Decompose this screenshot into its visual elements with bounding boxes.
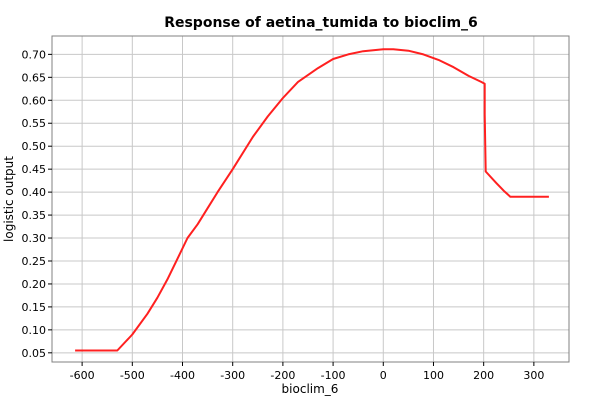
grid-lines bbox=[52, 36, 569, 362]
x-tick-label: -100 bbox=[321, 369, 346, 382]
x-tick-label: -400 bbox=[170, 369, 195, 382]
chart-title: Response of aetina_tumida to bioclim_6 bbox=[164, 15, 478, 31]
y-tick-label: 0.05 bbox=[22, 347, 47, 360]
y-axis-label: logistic output bbox=[2, 156, 16, 242]
series-group bbox=[75, 48, 549, 352]
y-tick-label: 0.40 bbox=[22, 186, 47, 199]
x-tick-label: -500 bbox=[120, 369, 145, 382]
plot-frame bbox=[51, 35, 570, 363]
x-tick-label: 300 bbox=[523, 369, 544, 382]
y-axis: 0.05 0.10 0.15 0.20 0.25 0.30 0.35 0.40 0.45 0.50… bbox=[22, 48, 52, 360]
x-tick-label: -600 bbox=[70, 369, 95, 382]
x-tick-label: 100 bbox=[423, 369, 444, 382]
y-tick-label: 0.25 bbox=[22, 255, 47, 268]
x-tick-label: -300 bbox=[220, 369, 245, 382]
y-tick-label: 0.45 bbox=[22, 163, 47, 176]
x-axis-label: bioclim_6 bbox=[282, 382, 339, 396]
x-tick-label: 0 bbox=[380, 369, 387, 382]
y-tick-label: 0.65 bbox=[22, 71, 47, 84]
y-tick-label: 0.10 bbox=[22, 324, 47, 337]
x-tick-label: -200 bbox=[270, 369, 295, 382]
series-line-0 bbox=[75, 48, 549, 352]
x-axis: -600 -500 -400 -300 -200 -100 0 100 200 300 bbox=[70, 362, 544, 382]
y-tick-label: 0.20 bbox=[22, 278, 47, 291]
x-tick-label: 200 bbox=[473, 369, 494, 382]
y-tick-label: 0.70 bbox=[22, 48, 47, 61]
y-tick-label: 0.50 bbox=[22, 140, 47, 153]
y-tick-label: 0.35 bbox=[22, 209, 47, 222]
y-tick-label: 0.55 bbox=[22, 117, 47, 130]
y-tick-label: 0.60 bbox=[22, 94, 47, 107]
y-tick-label: 0.15 bbox=[22, 301, 47, 314]
y-tick-label: 0.30 bbox=[22, 232, 47, 245]
